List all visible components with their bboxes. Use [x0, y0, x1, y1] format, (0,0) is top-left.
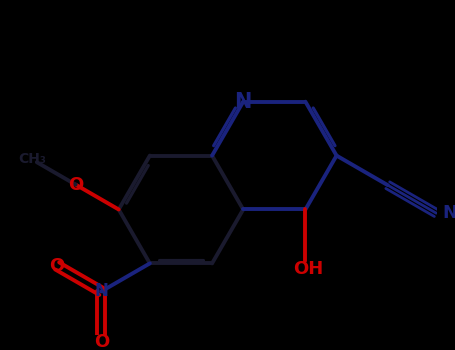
- Text: O: O: [68, 176, 83, 194]
- Text: OH: OH: [293, 260, 323, 278]
- Text: N: N: [442, 204, 455, 222]
- Text: CH₃: CH₃: [18, 152, 46, 166]
- Text: N: N: [94, 282, 108, 300]
- Text: O: O: [94, 334, 109, 350]
- Text: O: O: [50, 257, 65, 275]
- Text: N: N: [234, 92, 252, 112]
